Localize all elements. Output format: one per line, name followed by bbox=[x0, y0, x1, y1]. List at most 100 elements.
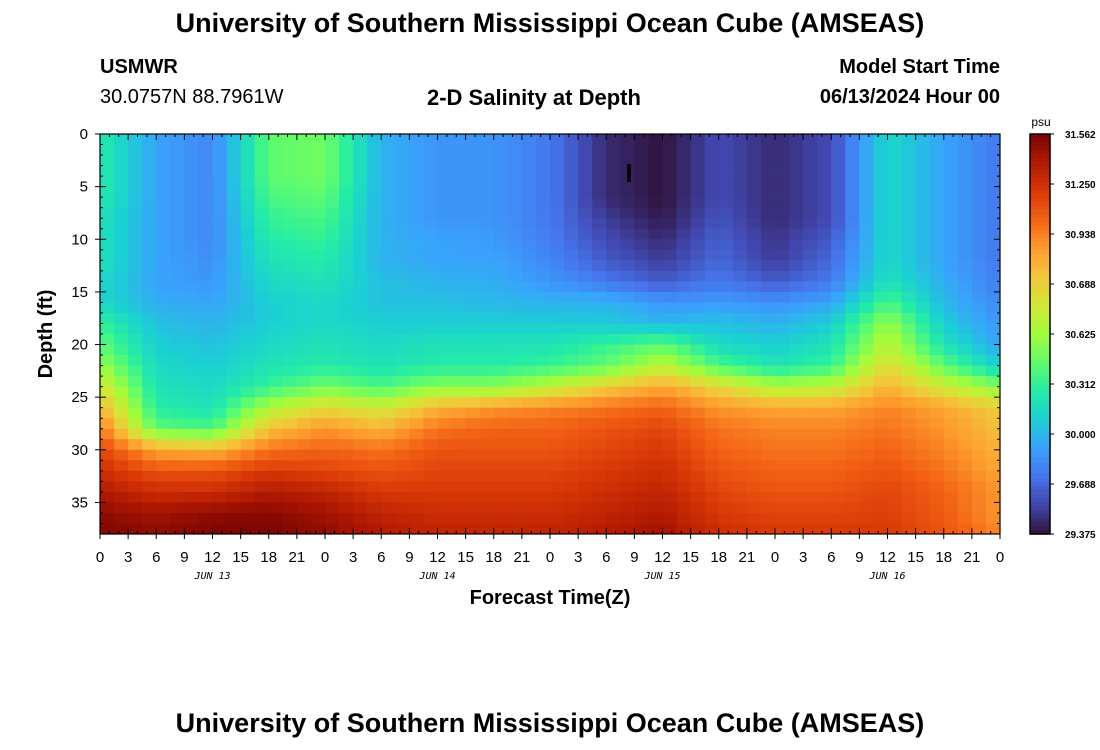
heatmap-cell bbox=[100, 397, 115, 409]
heatmap-cell bbox=[296, 176, 312, 188]
heatmap-cell bbox=[662, 355, 678, 367]
heatmap-cell bbox=[746, 281, 762, 293]
heatmap-cell bbox=[254, 228, 270, 240]
heatmap-cell bbox=[184, 218, 200, 230]
heatmap-cell bbox=[620, 376, 635, 388]
heatmap-cell bbox=[381, 197, 396, 209]
heatmap-cell bbox=[184, 144, 200, 156]
heatmap-cell bbox=[704, 207, 720, 219]
heatmap-cell bbox=[887, 523, 903, 534]
heatmap-cell bbox=[507, 355, 523, 367]
heatmap-cell bbox=[845, 165, 860, 177]
heatmap-cell bbox=[859, 502, 875, 514]
heatmap-cell bbox=[493, 470, 509, 482]
heatmap-cell bbox=[339, 134, 354, 146]
heatmap-cell bbox=[746, 502, 762, 514]
colorbar-swatch bbox=[1030, 298, 1050, 303]
heatmap-cell bbox=[437, 197, 453, 209]
heatmap-cell bbox=[184, 460, 200, 472]
heatmap-cell bbox=[676, 281, 692, 293]
heatmap-cell bbox=[859, 407, 875, 419]
heatmap-cell bbox=[451, 186, 467, 198]
heatmap-cell bbox=[282, 460, 298, 472]
heatmap-cell bbox=[170, 407, 185, 419]
colorbar-swatch bbox=[1030, 334, 1050, 339]
heatmap-cell bbox=[395, 228, 410, 240]
heatmap-cell bbox=[634, 270, 650, 282]
heatmap-cell bbox=[929, 460, 945, 472]
heatmap-cell bbox=[353, 207, 368, 219]
heatmap-cell bbox=[760, 134, 776, 146]
heatmap-cell bbox=[887, 428, 903, 440]
heatmap-cell bbox=[592, 302, 607, 314]
heatmap-cell bbox=[381, 449, 396, 461]
colorbar-swatch bbox=[1030, 530, 1050, 535]
heatmap-cell bbox=[732, 291, 748, 304]
heatmap-cell bbox=[971, 439, 987, 451]
heatmap-cell bbox=[479, 418, 495, 430]
heatmap-cell bbox=[943, 470, 959, 482]
heatmap-cell bbox=[184, 376, 200, 388]
heatmap-cell bbox=[395, 323, 410, 335]
heatmap-cell bbox=[198, 260, 214, 272]
heatmap-cell bbox=[282, 418, 298, 430]
heatmap-cell bbox=[156, 291, 171, 304]
heatmap-cell bbox=[957, 165, 973, 177]
heatmap-cell bbox=[718, 323, 734, 335]
heatmap-cell bbox=[606, 302, 621, 314]
heatmap-cell bbox=[634, 249, 650, 261]
date-label: JUN 15 bbox=[643, 571, 680, 582]
heatmap-cell bbox=[226, 491, 242, 504]
heatmap-cell bbox=[296, 470, 312, 482]
heatmap-cell bbox=[395, 249, 410, 261]
heatmap-cell bbox=[803, 344, 818, 356]
heatmap-cell bbox=[437, 312, 453, 325]
heatmap-cell bbox=[760, 144, 776, 156]
heatmap-cell bbox=[240, 291, 256, 304]
heatmap-cell bbox=[943, 239, 959, 251]
heatmap-cell bbox=[957, 365, 973, 377]
heatmap-cell bbox=[479, 376, 495, 388]
heatmap-cell bbox=[578, 407, 593, 419]
heatmap-cell bbox=[971, 176, 987, 188]
heatmap-cell bbox=[943, 449, 959, 461]
heatmap-cell bbox=[156, 302, 171, 314]
heatmap-cell bbox=[240, 376, 256, 388]
heatmap-cell bbox=[170, 439, 185, 451]
x-tick-label: 21 bbox=[739, 549, 756, 566]
x-tick-label: 3 bbox=[799, 549, 807, 566]
heatmap-cell bbox=[170, 323, 185, 335]
heatmap-cell bbox=[718, 439, 734, 451]
heatmap-cell bbox=[775, 155, 790, 167]
heatmap-cell bbox=[859, 523, 875, 534]
heatmap-cell bbox=[395, 376, 410, 388]
heatmap-cell bbox=[859, 249, 875, 261]
heatmap-cell bbox=[690, 449, 706, 461]
y-tick-label: 5 bbox=[80, 179, 88, 196]
heatmap-cell bbox=[817, 323, 832, 335]
heatmap-cell bbox=[929, 249, 945, 261]
heatmap-cell bbox=[746, 312, 762, 325]
heatmap-cell bbox=[339, 323, 354, 335]
heatmap-cell bbox=[451, 197, 467, 209]
heatmap-cell bbox=[479, 207, 495, 219]
heatmap-cell bbox=[606, 407, 621, 419]
heatmap-cell bbox=[775, 186, 790, 198]
heatmap-cell bbox=[114, 376, 129, 388]
heatmap-cell bbox=[212, 197, 228, 209]
heatmap-cell bbox=[901, 176, 917, 188]
heatmap-cell bbox=[128, 512, 143, 525]
heatmap-cell bbox=[268, 218, 284, 230]
heatmap-cell bbox=[564, 270, 579, 282]
heatmap-cell bbox=[310, 302, 326, 314]
heatmap-cell bbox=[535, 270, 551, 282]
heatmap-cell bbox=[803, 281, 818, 293]
heatmap-cell bbox=[760, 186, 776, 198]
heatmap-cell bbox=[606, 270, 621, 282]
heatmap-cell bbox=[606, 512, 621, 525]
heatmap-cell bbox=[325, 323, 340, 335]
heatmap-cell bbox=[479, 491, 495, 504]
heatmap-cell bbox=[971, 302, 987, 314]
heatmap-cell bbox=[606, 207, 621, 219]
heatmap-cell bbox=[985, 291, 1000, 304]
